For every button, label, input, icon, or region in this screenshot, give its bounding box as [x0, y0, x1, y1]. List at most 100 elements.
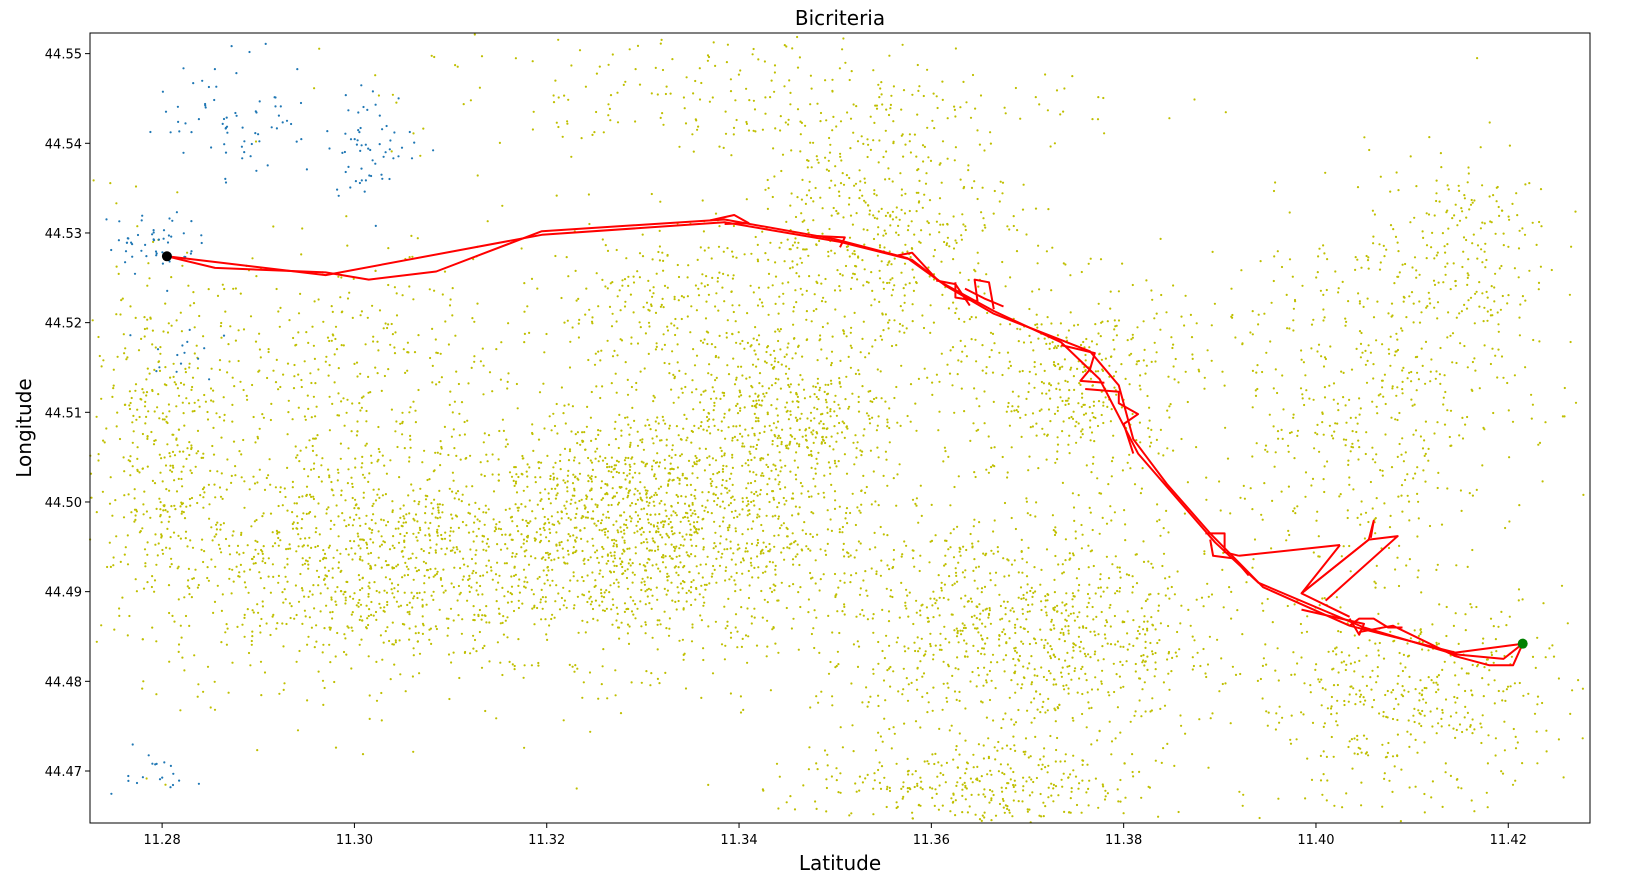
- node-point: [387, 323, 390, 326]
- node-point: [581, 439, 584, 442]
- node-point: [1332, 684, 1336, 687]
- node-point: [805, 310, 809, 313]
- node-point: [168, 410, 171, 413]
- node-point: [1230, 590, 1233, 594]
- node-point: [1067, 614, 1070, 617]
- node-point: [903, 331, 906, 334]
- node-point: [567, 553, 570, 556]
- node-point: [1538, 441, 1542, 444]
- node-point: [616, 529, 619, 532]
- node-point: [240, 453, 243, 456]
- node-point: [877, 415, 880, 418]
- node-point: [357, 574, 360, 577]
- node-point: [510, 585, 514, 588]
- node-point: [403, 591, 406, 594]
- node-point: [845, 174, 849, 177]
- node-point: [409, 434, 412, 437]
- node-point: [626, 474, 629, 477]
- node-point: [1464, 629, 1467, 632]
- node-point: [693, 531, 696, 534]
- node-point: [907, 615, 910, 618]
- node-point: [135, 590, 138, 593]
- node-point: [706, 419, 709, 422]
- node-point: [517, 530, 520, 533]
- node-point: [95, 640, 98, 643]
- node-point: [859, 511, 862, 514]
- node-point: [238, 571, 241, 574]
- node-point: [1548, 647, 1551, 650]
- node-point: [792, 583, 795, 586]
- node-point: [330, 596, 333, 599]
- node-point: [365, 604, 368, 607]
- node-point: [926, 616, 929, 620]
- node-point: [355, 513, 358, 516]
- node-point: [736, 515, 739, 519]
- node-point: [888, 260, 891, 263]
- node-point: [678, 639, 681, 642]
- node-point: [159, 346, 162, 349]
- node-point: [541, 507, 545, 510]
- node-point: [415, 570, 418, 573]
- node-point: [957, 475, 960, 478]
- node-point: [170, 563, 173, 566]
- node-point: [907, 224, 910, 227]
- node-point: [491, 473, 494, 476]
- node-point: [805, 289, 808, 292]
- node-point: [921, 695, 924, 699]
- node-point: [119, 313, 122, 316]
- node-point: [112, 384, 115, 387]
- node-point: [407, 568, 410, 571]
- node-point: [513, 664, 516, 668]
- node-point: [653, 473, 656, 476]
- node-point: [938, 596, 941, 599]
- node-point: [1180, 724, 1183, 727]
- node-point: [668, 617, 672, 620]
- node-point: [604, 527, 607, 531]
- node-point: [1347, 700, 1350, 703]
- node-point: [1463, 716, 1466, 719]
- node-point: [672, 468, 675, 471]
- node-point: [586, 600, 589, 604]
- node-point: [1124, 539, 1127, 542]
- node-point: [1382, 715, 1385, 718]
- node-point: [159, 508, 162, 511]
- node-point: [634, 617, 637, 620]
- node-point: [982, 609, 985, 612]
- node-point: [834, 394, 837, 397]
- node-point: [864, 181, 867, 184]
- node-point: [567, 533, 570, 536]
- node-point: [973, 558, 976, 561]
- node-point: [667, 523, 670, 526]
- node-point: [243, 480, 246, 483]
- node-point: [782, 496, 785, 500]
- node-point: [772, 463, 775, 466]
- node-point: [281, 622, 284, 625]
- node-point: [1533, 712, 1537, 715]
- node-point: [1396, 733, 1399, 736]
- node-point: [798, 563, 801, 567]
- node-point: [1068, 558, 1071, 561]
- node-point: [568, 590, 571, 593]
- node-point: [1170, 670, 1173, 673]
- node-point: [624, 569, 627, 573]
- node-point: [880, 207, 883, 210]
- node-point: [650, 468, 654, 471]
- node-point: [690, 586, 693, 589]
- node-point: [846, 249, 849, 252]
- node-point: [849, 366, 853, 369]
- node-point: [1068, 664, 1071, 668]
- node-point: [834, 499, 837, 502]
- node-point: [768, 500, 771, 504]
- node-point: [1063, 604, 1066, 607]
- node-point: [631, 562, 634, 565]
- node-point: [705, 429, 709, 432]
- node-point: [659, 570, 662, 573]
- node-point: [853, 273, 856, 276]
- node-point: [717, 550, 720, 554]
- node-point: [1061, 563, 1064, 566]
- node-point: [681, 535, 684, 538]
- node-point: [343, 424, 346, 427]
- node-point: [1074, 667, 1077, 670]
- node-point: [703, 509, 706, 512]
- node-point: [515, 552, 518, 556]
